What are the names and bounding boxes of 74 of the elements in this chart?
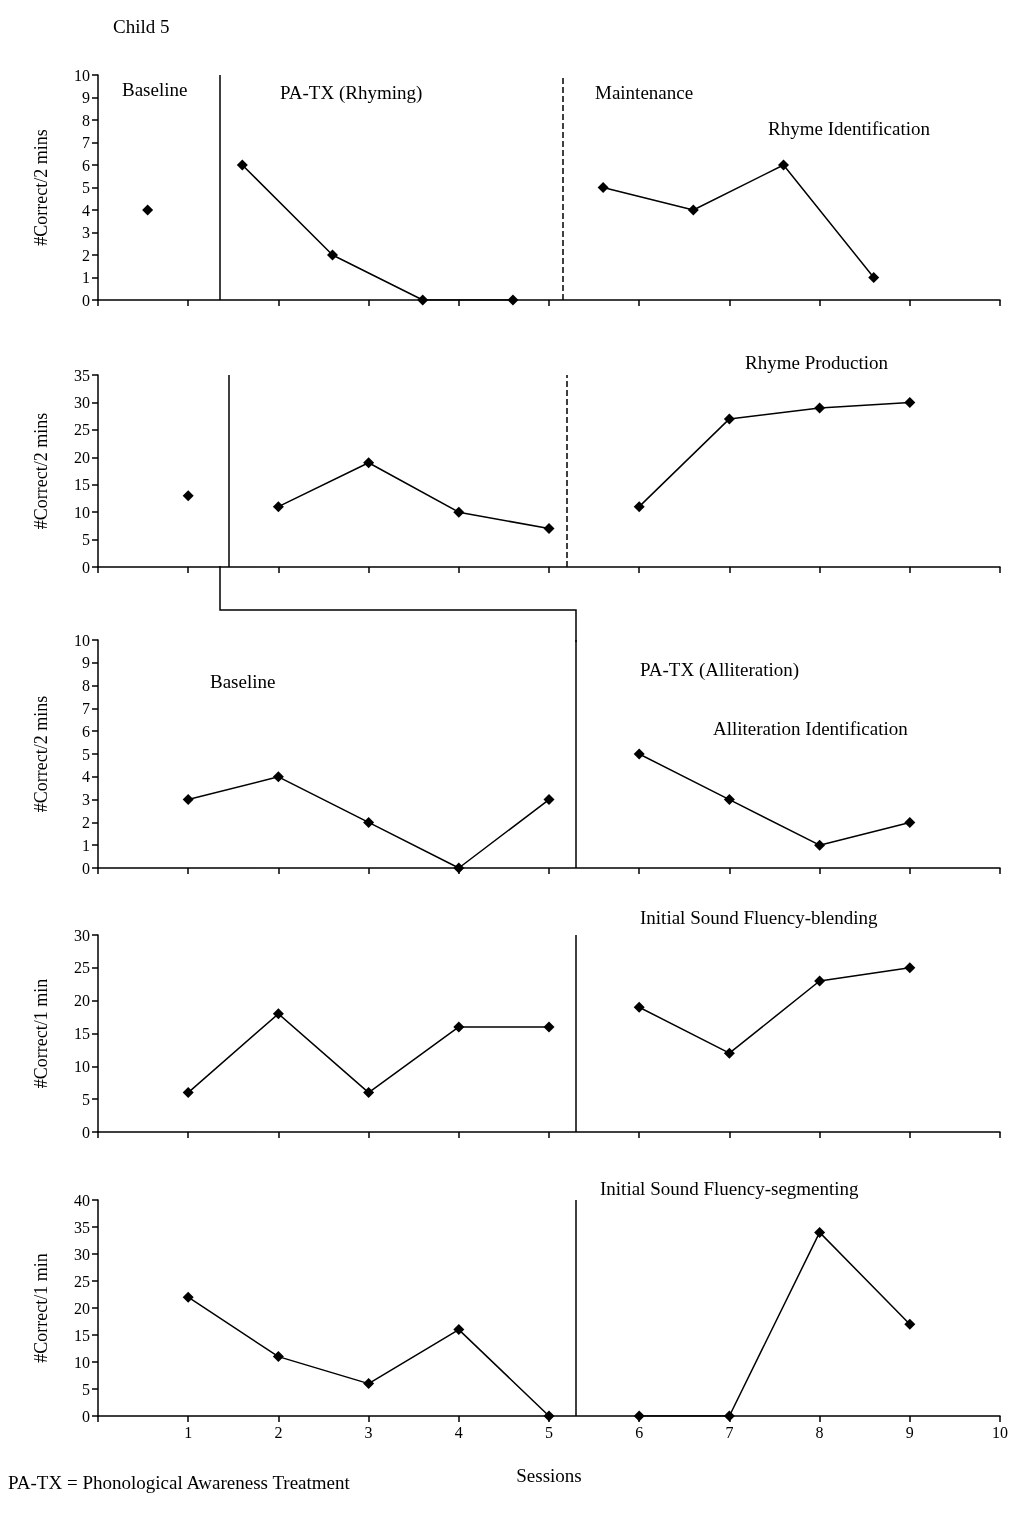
text: Rhyme Production bbox=[745, 351, 889, 373]
x-tick-label: 1 bbox=[184, 1423, 193, 1441]
annotation: Rhyme Identification bbox=[768, 117, 931, 139]
y-tick-label: 5 bbox=[82, 1090, 90, 1108]
x-tick-label: 6 bbox=[635, 1423, 644, 1441]
y-tick-label: 10 bbox=[74, 1353, 90, 1371]
x-tick-label: 4 bbox=[454, 1423, 463, 1441]
y-tick-label: 5 bbox=[82, 179, 90, 196]
annotation: Maintenance bbox=[595, 81, 694, 103]
y-tick-label: 6 bbox=[82, 156, 90, 174]
y-tick-label: 25 bbox=[74, 421, 90, 439]
y-tick-label: 15 bbox=[74, 1326, 90, 1344]
y-tick-label: 1 bbox=[82, 836, 90, 854]
chart-title: Child 5 bbox=[113, 16, 170, 37]
y-tick-label: 7 bbox=[82, 699, 90, 717]
text: Initial Sound Fluency-segmenting bbox=[600, 1177, 860, 1199]
y-tick-label: 1 bbox=[82, 269, 90, 286]
y-tick-label: 0 bbox=[82, 1123, 90, 1141]
y-axis-title: #Correct/2 mins bbox=[31, 695, 51, 813]
y-tick-label: 5 bbox=[82, 1380, 90, 1398]
x-tick-label: 2 bbox=[274, 1423, 283, 1441]
y-tick-label: 4 bbox=[82, 768, 90, 786]
y-tick-label: 8 bbox=[82, 677, 90, 695]
y-tick-label: 15 bbox=[74, 1025, 90, 1042]
annotation: Baseline bbox=[210, 670, 276, 692]
y-tick-label: 10 bbox=[74, 1057, 90, 1075]
x-tick-label: 5 bbox=[545, 1423, 553, 1441]
y-tick-label: 2 bbox=[82, 813, 90, 831]
y-tick-label: 10 bbox=[74, 631, 90, 649]
y-tick-label: 10 bbox=[74, 66, 90, 84]
annotation: PA-TX (Alliteration) bbox=[640, 658, 800, 681]
y-tick-label: 40 bbox=[74, 1191, 90, 1209]
y-tick-label: 3 bbox=[82, 791, 90, 809]
y-tick-label: 7 bbox=[82, 134, 90, 151]
text: Initial Sound Fluency-blending bbox=[640, 906, 878, 928]
y-tick-label: 8 bbox=[82, 111, 90, 129]
y-tick-label: 15 bbox=[74, 476, 90, 494]
y-tick-label: 35 bbox=[74, 366, 90, 384]
y-tick-label: 0 bbox=[82, 859, 90, 877]
y-tick-label: 0 bbox=[82, 291, 90, 309]
y-tick-label: 30 bbox=[74, 393, 90, 411]
y-axis-title: #Correct/2 mins bbox=[31, 412, 51, 530]
x-tick-label: 9 bbox=[905, 1423, 914, 1441]
y-tick-label: 20 bbox=[74, 1299, 90, 1317]
y-tick-label: 0 bbox=[82, 558, 90, 576]
y-tick-label: 5 bbox=[82, 531, 90, 549]
y-tick-label: 35 bbox=[74, 1218, 90, 1236]
y-tick-label: 9 bbox=[82, 654, 90, 672]
y-tick-label: 2 bbox=[82, 246, 90, 264]
annotation: PA-TX (Rhyming) bbox=[280, 81, 423, 104]
x-tick-label: 7 bbox=[725, 1423, 734, 1441]
y-tick-label: 30 bbox=[74, 926, 90, 944]
x-tick-label: 8 bbox=[815, 1423, 824, 1441]
annotation: Alliteration Identification bbox=[713, 717, 909, 739]
y-tick-label: 20 bbox=[74, 992, 90, 1010]
y-axis-title: #Correct/1 min bbox=[31, 1253, 51, 1363]
y-tick-label: 0 bbox=[82, 1407, 90, 1425]
y-tick-label: 6 bbox=[82, 722, 90, 740]
y-tick-label: 10 bbox=[74, 503, 90, 521]
y-tick-label: 20 bbox=[74, 448, 90, 466]
y-tick-label: 9 bbox=[82, 89, 90, 106]
y-tick-label: 30 bbox=[74, 1245, 90, 1263]
y-axis-title: #Correct/2 mins bbox=[31, 129, 51, 246]
y-axis-title: #Correct/1 min bbox=[31, 978, 51, 1089]
y-tick-label: 25 bbox=[74, 959, 90, 977]
y-tick-label: 3 bbox=[82, 224, 90, 241]
x-axis-title: Sessions bbox=[516, 1465, 582, 1486]
y-tick-label: 4 bbox=[82, 201, 90, 219]
annotation: Baseline bbox=[122, 78, 188, 100]
text: PA-TX = Phonological Awareness Treatment bbox=[8, 1471, 351, 1493]
y-tick-label: 5 bbox=[82, 745, 90, 763]
x-tick-label: 3 bbox=[364, 1423, 373, 1441]
x-tick-label: 10 bbox=[992, 1423, 1008, 1441]
y-tick-label: 25 bbox=[74, 1272, 90, 1290]
